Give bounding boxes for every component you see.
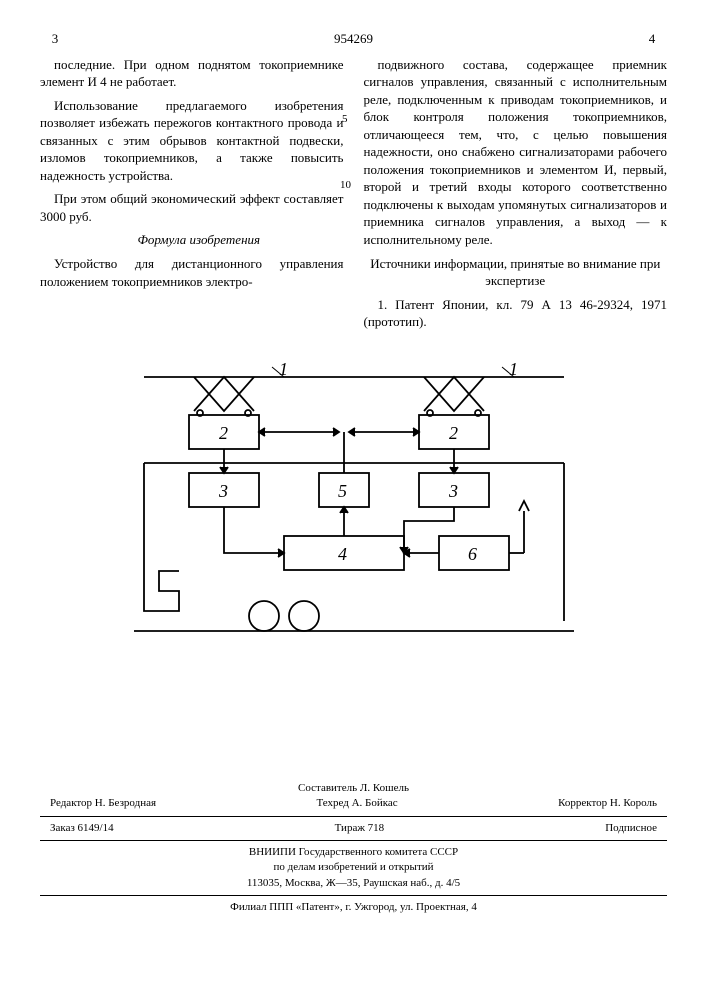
- text-columns: 5 10 последние. При одном поднятом токоп…: [40, 56, 667, 337]
- left-p3: При этом общий экономический эффект сост…: [40, 190, 344, 225]
- header-row: 3 954269 4: [40, 30, 667, 48]
- footer-editor: Редактор Н. Безродная: [50, 796, 156, 811]
- diagram-label-2l: 2: [219, 423, 228, 443]
- footer-block: Составитель Л. Кошель Редактор Н. Безрод…: [40, 781, 667, 916]
- footer-techred: Техред А. Бойкас: [316, 796, 397, 811]
- right-source1: 1. Патент Японии, кл. 79 А 13 46-29324, …: [364, 296, 668, 331]
- block-diagram: 1 1 2 2 3 3 5 4 6: [124, 361, 584, 661]
- diagram-label-4: 4: [338, 544, 347, 564]
- right-column: подвижного состава, содержащее приемник …: [364, 56, 668, 337]
- left-p2: Использование предлагаемого изобретения …: [40, 97, 344, 185]
- formula-heading: Формула изобретения: [40, 231, 344, 249]
- footer-vniipi1: ВНИИПИ Государственного комитета СССР: [40, 845, 667, 860]
- page-number-right: 4: [637, 30, 667, 48]
- diagram-label-3l: 3: [218, 481, 228, 501]
- left-column: последние. При одном поднятом токоприемн…: [40, 56, 344, 337]
- margin-number-10: 10: [340, 178, 351, 193]
- footer-rule-1: [40, 816, 667, 817]
- document-number: 954269: [70, 30, 637, 48]
- footer-rule-2: [40, 840, 667, 841]
- footer-corrector: Корректор Н. Король: [558, 796, 657, 811]
- diagram-label-3r: 3: [448, 481, 458, 501]
- footer-order: Заказ 6149/14: [50, 821, 114, 836]
- margin-number-5: 5: [342, 112, 348, 127]
- footer-address2: Филиал ППП «Патент», г. Ужгород, ул. Про…: [40, 900, 667, 915]
- footer-address1: 113035, Москва, Ж—35, Раушская наб., д. …: [40, 876, 667, 891]
- left-p4: Устройство для дистанционного управления…: [40, 255, 344, 290]
- footer-compiler: Составитель Л. Кошель: [40, 781, 667, 796]
- left-p1: последние. При одном поднятом токоприемн…: [40, 56, 344, 91]
- footer-subscription: Подписное: [605, 821, 657, 836]
- diagram-label-5: 5: [338, 481, 347, 501]
- footer-rule-3: [40, 895, 667, 896]
- right-p1: подвижного состава, содержащее приемник …: [364, 56, 668, 249]
- footer-vniipi2: по делам изобретений и открытий: [40, 860, 667, 875]
- diagram-label-6: 6: [468, 544, 477, 564]
- diagram-label-2r: 2: [449, 423, 458, 443]
- sources-heading: Источники информации, принятые во вниман…: [364, 255, 668, 290]
- footer-tirage: Тираж 718: [335, 821, 385, 836]
- page-number-left: 3: [40, 30, 70, 48]
